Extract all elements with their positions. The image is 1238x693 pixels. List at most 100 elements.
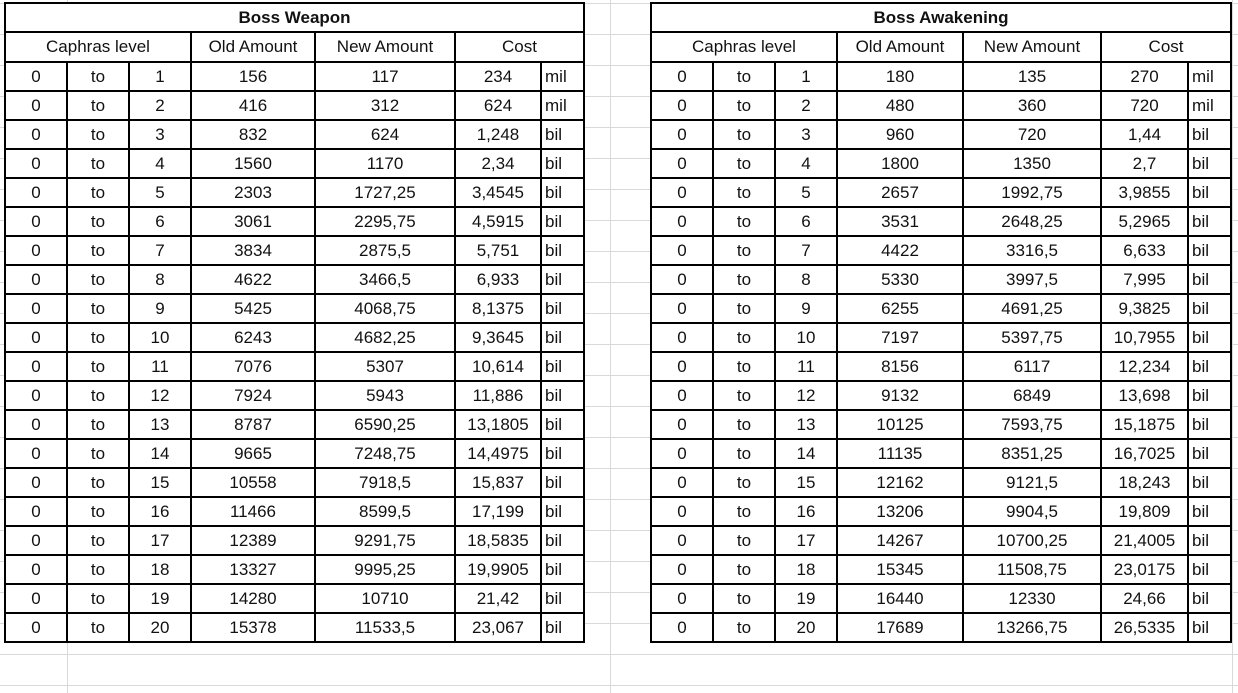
cell-from-level[interactable]: 0 (650, 467, 714, 498)
cell-to-label[interactable]: to (66, 554, 130, 585)
header-cost[interactable]: Cost (453, 31, 586, 63)
cell-old-amount[interactable]: 10125 (836, 409, 964, 440)
cell-from-level[interactable]: 0 (4, 235, 68, 266)
table-title[interactable]: Boss Awakening (649, 2, 1233, 33)
cell-to-label[interactable]: to (712, 525, 776, 556)
cell-cost-value[interactable]: 234 (454, 61, 542, 92)
cell-to-label[interactable]: to (66, 61, 130, 92)
cell-from-level[interactable]: 0 (650, 119, 714, 150)
cell-target-level[interactable]: 11 (774, 351, 838, 382)
cell-old-amount[interactable]: 6255 (836, 293, 964, 324)
cell-to-label[interactable]: to (712, 612, 776, 643)
cell-new-amount[interactable]: 2648,25 (962, 206, 1102, 237)
cell-target-level[interactable]: 6 (128, 206, 192, 237)
cell-target-level[interactable]: 3 (774, 119, 838, 150)
cell-cost-value[interactable]: 24,66 (1100, 583, 1189, 614)
cell-cost-unit[interactable]: bil (539, 612, 586, 643)
cell-cost-unit[interactable]: mil (1186, 61, 1233, 92)
cell-new-amount[interactable]: 2295,75 (314, 206, 456, 237)
cell-cost-value[interactable]: 9,3825 (1100, 293, 1189, 324)
cell-cost-unit[interactable]: bil (539, 351, 586, 382)
cell-to-label[interactable]: to (66, 351, 130, 382)
cell-target-level[interactable]: 6 (774, 206, 838, 237)
cell-new-amount[interactable]: 3466,5 (314, 264, 456, 295)
cell-target-level[interactable]: 9 (774, 293, 838, 324)
header-caphras-level[interactable]: Caphras level (4, 31, 192, 63)
cell-from-level[interactable]: 0 (4, 496, 68, 527)
cell-from-level[interactable]: 0 (4, 438, 68, 469)
cell-to-label[interactable]: to (66, 380, 130, 411)
cell-from-level[interactable]: 0 (4, 409, 68, 440)
cell-old-amount[interactable]: 12162 (836, 467, 964, 498)
cell-new-amount[interactable]: 3997,5 (962, 264, 1102, 295)
cell-cost-unit[interactable]: bil (539, 119, 586, 150)
cell-from-level[interactable]: 0 (650, 496, 714, 527)
cell-to-label[interactable]: to (712, 61, 776, 92)
cell-new-amount[interactable]: 5397,75 (962, 322, 1102, 353)
cell-target-level[interactable]: 17 (128, 525, 192, 556)
cell-from-level[interactable]: 0 (4, 351, 68, 382)
cell-new-amount[interactable]: 13266,75 (962, 612, 1102, 643)
cell-old-amount[interactable]: 12389 (190, 525, 316, 556)
cell-new-amount[interactable]: 720 (962, 119, 1102, 150)
cell-from-level[interactable]: 0 (650, 322, 714, 353)
cell-from-level[interactable]: 0 (4, 322, 68, 353)
cell-cost-value[interactable]: 6,933 (454, 264, 542, 295)
cell-from-level[interactable]: 0 (4, 583, 68, 614)
cell-cost-unit[interactable]: bil (1186, 177, 1233, 208)
cell-to-label[interactable]: to (66, 583, 130, 614)
cell-target-level[interactable]: 15 (774, 467, 838, 498)
cell-cost-unit[interactable]: bil (1186, 235, 1233, 266)
cell-target-level[interactable]: 12 (128, 380, 192, 411)
cell-cost-value[interactable]: 1,44 (1100, 119, 1189, 150)
cell-cost-value[interactable]: 2,7 (1100, 148, 1189, 179)
cell-to-label[interactable]: to (712, 119, 776, 150)
cell-cost-unit[interactable]: bil (539, 235, 586, 266)
cell-old-amount[interactable]: 4622 (190, 264, 316, 295)
cell-cost-unit[interactable]: bil (1186, 438, 1233, 469)
cell-to-label[interactable]: to (66, 409, 130, 440)
cell-target-level[interactable]: 3 (128, 119, 192, 150)
cell-cost-value[interactable]: 21,4005 (1100, 525, 1189, 556)
cell-new-amount[interactable]: 360 (962, 90, 1102, 121)
cell-new-amount[interactable]: 6849 (962, 380, 1102, 411)
cell-new-amount[interactable]: 1727,25 (314, 177, 456, 208)
cell-cost-value[interactable]: 23,067 (454, 612, 542, 643)
cell-target-level[interactable]: 5 (774, 177, 838, 208)
cell-old-amount[interactable]: 1560 (190, 148, 316, 179)
cell-cost-value[interactable]: 6,633 (1100, 235, 1189, 266)
cell-new-amount[interactable]: 5943 (314, 380, 456, 411)
cell-cost-unit[interactable]: bil (1186, 583, 1233, 614)
cell-old-amount[interactable]: 15345 (836, 554, 964, 585)
cell-cost-unit[interactable]: mil (1186, 90, 1233, 121)
header-cost[interactable]: Cost (1099, 31, 1233, 63)
cell-from-level[interactable]: 0 (650, 61, 714, 92)
cell-cost-value[interactable]: 10,7955 (1100, 322, 1189, 353)
cell-new-amount[interactable]: 5307 (314, 351, 456, 382)
cell-new-amount[interactable]: 1992,75 (962, 177, 1102, 208)
cell-to-label[interactable]: to (712, 496, 776, 527)
cell-from-level[interactable]: 0 (650, 90, 714, 121)
cell-cost-unit[interactable]: bil (1186, 525, 1233, 556)
cell-from-level[interactable]: 0 (4, 380, 68, 411)
cell-to-label[interactable]: to (66, 467, 130, 498)
cell-old-amount[interactable]: 3531 (836, 206, 964, 237)
cell-from-level[interactable]: 0 (650, 148, 714, 179)
cell-from-level[interactable]: 0 (4, 90, 68, 121)
cell-from-level[interactable]: 0 (650, 380, 714, 411)
cell-cost-value[interactable]: 23,0175 (1100, 554, 1189, 585)
cell-cost-unit[interactable]: bil (1186, 467, 1233, 498)
cell-to-label[interactable]: to (712, 467, 776, 498)
cell-new-amount[interactable]: 10710 (314, 583, 456, 614)
cell-to-label[interactable]: to (712, 554, 776, 585)
cell-new-amount[interactable]: 10700,25 (962, 525, 1102, 556)
cell-new-amount[interactable]: 6590,25 (314, 409, 456, 440)
cell-target-level[interactable]: 14 (128, 438, 192, 469)
cell-to-label[interactable]: to (66, 438, 130, 469)
cell-cost-value[interactable]: 17,199 (454, 496, 542, 527)
cell-cost-unit[interactable]: bil (539, 293, 586, 324)
cell-new-amount[interactable]: 4682,25 (314, 322, 456, 353)
cell-old-amount[interactable]: 156 (190, 61, 316, 92)
cell-target-level[interactable]: 10 (774, 322, 838, 353)
cell-from-level[interactable]: 0 (4, 206, 68, 237)
